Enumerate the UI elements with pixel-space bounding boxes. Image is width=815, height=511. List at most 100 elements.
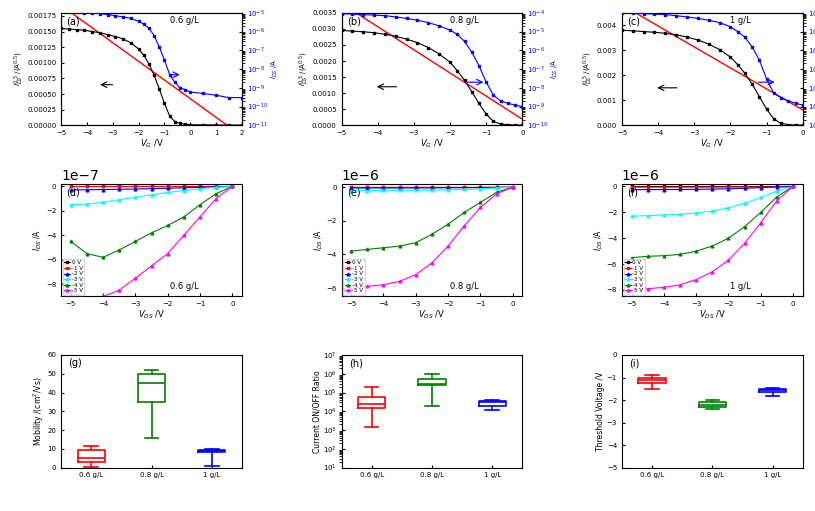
Line: -3 V: -3 V [350, 186, 514, 192]
-5 V [379, 282, 389, 288]
Y-axis label: Threshold Voltage /V: Threshold Voltage /V [597, 371, 606, 451]
Y-axis label: $I_{DS}^{0.5}$ /(A$^{0.5}$): $I_{DS}^{0.5}$ /(A$^{0.5}$) [12, 52, 25, 86]
Y-axis label: $I_{DS}^{0.5}$ /(A$^{0.5}$): $I_{DS}^{0.5}$ /(A$^{0.5}$) [582, 52, 596, 86]
-2 V [627, 187, 637, 193]
-5 V [772, 198, 782, 204]
0 V [443, 184, 453, 190]
-1 V [82, 183, 92, 190]
Y-axis label: Mobility /(cm$^2$/Vs): Mobility /(cm$^2$/Vs) [32, 377, 46, 446]
-1 V [643, 184, 653, 190]
0 V [788, 183, 798, 190]
-4 V [379, 245, 389, 251]
0 V [346, 184, 356, 190]
-3 V [363, 188, 372, 194]
Legend: 0 V, -1 V, -2 V, -3 V, -4 V, -5 V: 0 V, -1 V, -2 V, -3 V, -4 V, -5 V [63, 259, 84, 295]
-1 V [195, 183, 205, 190]
-5 V [508, 184, 518, 190]
-4 V [627, 254, 637, 261]
-4 V [475, 199, 485, 205]
-3 V [460, 187, 469, 193]
Text: 0.6 g/L: 0.6 g/L [170, 16, 198, 25]
Line: -4 V: -4 V [350, 186, 514, 252]
-4 V [82, 250, 92, 257]
-1 V [211, 183, 221, 190]
-4 V [643, 253, 653, 260]
0 V [163, 183, 173, 190]
-3 V [756, 194, 765, 200]
-1 V [707, 184, 717, 190]
0 V [508, 184, 518, 190]
-4 V [740, 223, 750, 229]
-4 V [163, 222, 173, 228]
0 V [659, 183, 669, 190]
-3 V [491, 185, 501, 191]
0 V [627, 183, 637, 190]
-2 V [508, 184, 518, 190]
-5 V [82, 299, 92, 306]
-5 V [227, 183, 237, 190]
Text: (b): (b) [347, 16, 361, 26]
-2 V [707, 186, 717, 192]
-3 V [66, 202, 76, 208]
Text: 1 g/L: 1 g/L [730, 16, 751, 25]
-2 V [443, 184, 453, 191]
-3 V [346, 188, 356, 194]
-1 V [627, 184, 637, 190]
-1 V [346, 184, 356, 191]
0 V [491, 184, 501, 190]
X-axis label: $V_{DS}$ /V: $V_{DS}$ /V [418, 309, 446, 321]
-2 V [99, 187, 108, 193]
-3 V [691, 210, 701, 216]
0 V [82, 183, 92, 190]
-3 V [707, 208, 717, 214]
-2 V [179, 185, 189, 191]
-3 V [443, 187, 453, 193]
-4 V [460, 210, 469, 216]
-4 V [411, 240, 421, 246]
-1 V [724, 184, 734, 190]
-1 V [227, 183, 237, 190]
-5 V [724, 257, 734, 263]
-2 V [211, 184, 221, 190]
0 V [379, 184, 389, 190]
-3 V [659, 212, 669, 218]
-2 V [675, 187, 685, 193]
-1 V [394, 184, 404, 191]
X-axis label: $V_G$ /V: $V_G$ /V [139, 137, 163, 150]
-4 V [675, 251, 685, 258]
-4 V [195, 202, 205, 208]
-1 V [163, 183, 173, 190]
-1 V [66, 183, 76, 190]
-2 V [724, 185, 734, 192]
-2 V [66, 187, 76, 193]
Y-axis label: $I_{DS}$ /A: $I_{DS}$ /A [549, 59, 560, 79]
-4 V [114, 247, 124, 253]
-2 V [130, 186, 140, 192]
-3 V [508, 184, 518, 190]
-3 V [627, 213, 637, 219]
-1 V [772, 183, 782, 190]
-1 V [691, 184, 701, 190]
0 V [427, 184, 437, 190]
0 V [411, 184, 421, 190]
Y-axis label: $I_{DS}$ /A: $I_{DS}$ /A [269, 59, 280, 79]
-2 V [147, 185, 156, 192]
-3 V [675, 211, 685, 217]
-5 V [346, 285, 356, 291]
-1 V [379, 184, 389, 191]
-3 V [411, 187, 421, 193]
-3 V [211, 184, 221, 191]
-5 V [659, 284, 669, 290]
-2 V [163, 185, 173, 191]
-5 V [130, 275, 140, 281]
-4 V [99, 254, 108, 261]
-4 V [491, 189, 501, 195]
-5 V [443, 243, 453, 249]
-5 V [491, 191, 501, 197]
-1 V [675, 184, 685, 190]
-5 V [411, 271, 421, 277]
-1 V [460, 184, 469, 191]
-3 V [114, 197, 124, 203]
-1 V [491, 184, 501, 191]
-5 V [179, 232, 189, 238]
